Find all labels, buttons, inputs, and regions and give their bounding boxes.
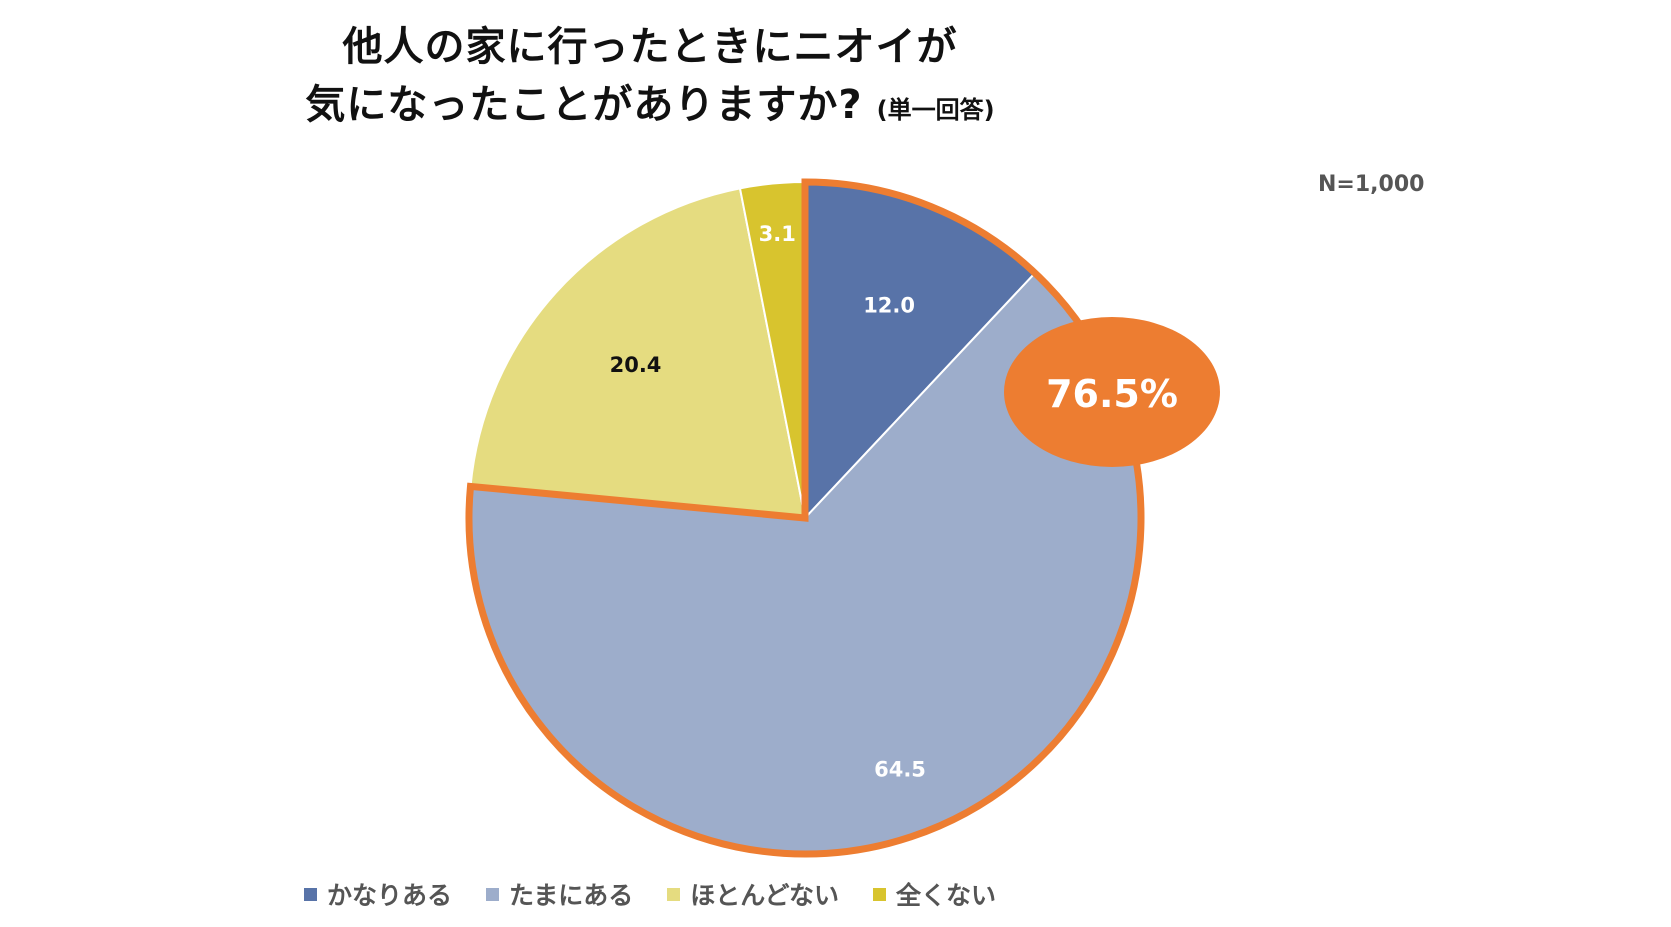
- data-labels: 12.0 64.5 20.4 3.1: [610, 222, 926, 782]
- legend-swatch: [873, 887, 887, 901]
- legend-label: かなりある: [326, 881, 452, 910]
- legend-swatch: [303, 887, 317, 901]
- pie-slices: [468, 180, 1142, 855]
- legend-item-4: 全くない: [873, 876, 996, 912]
- legend-item-1: かなりある: [303, 876, 452, 912]
- highlight-outline: [465, 178, 1145, 858]
- callout-label: 76.5%: [1046, 372, 1178, 416]
- highlight-border: [465, 178, 1145, 858]
- title-line-2-text: 気になったことがありますか?: [305, 82, 863, 128]
- pie-slice-3: [469, 187, 807, 520]
- legend-label: たまにある: [508, 881, 634, 910]
- data-label-4: 3.1: [759, 222, 796, 246]
- highlight-callout: 76.5%: [1004, 317, 1220, 467]
- legend-item-2: たまにある: [485, 876, 634, 912]
- data-label-1: 12.0: [863, 294, 915, 318]
- legend-swatch: [667, 887, 681, 901]
- legend-item-3: ほとんどない: [667, 876, 839, 912]
- title-line-1: 他人の家に行ったときにニオイが: [342, 24, 958, 70]
- title-note: (単一回答): [876, 96, 995, 124]
- data-label-3: 20.4: [610, 353, 662, 377]
- legend-swatch: [485, 887, 499, 901]
- data-label-2: 64.5: [874, 757, 926, 781]
- legend-label: ほとんどない: [690, 881, 840, 910]
- sample-size-label: N=1,000: [1318, 172, 1425, 197]
- legend-label: 全くない: [896, 881, 997, 910]
- legend: かなりある たまにある ほとんどない 全くない: [0, 876, 1300, 912]
- chart-title: 他人の家に行ったときにニオイが 気になったことがありますか? (単一回答): [0, 18, 1300, 139]
- title-line-2: 気になったことがありますか? (単一回答): [0, 76, 1300, 139]
- callout-bubble: [1004, 317, 1220, 467]
- pie-chart: 12.0 64.5 20.4 3.1 76.5%: [465, 178, 1220, 858]
